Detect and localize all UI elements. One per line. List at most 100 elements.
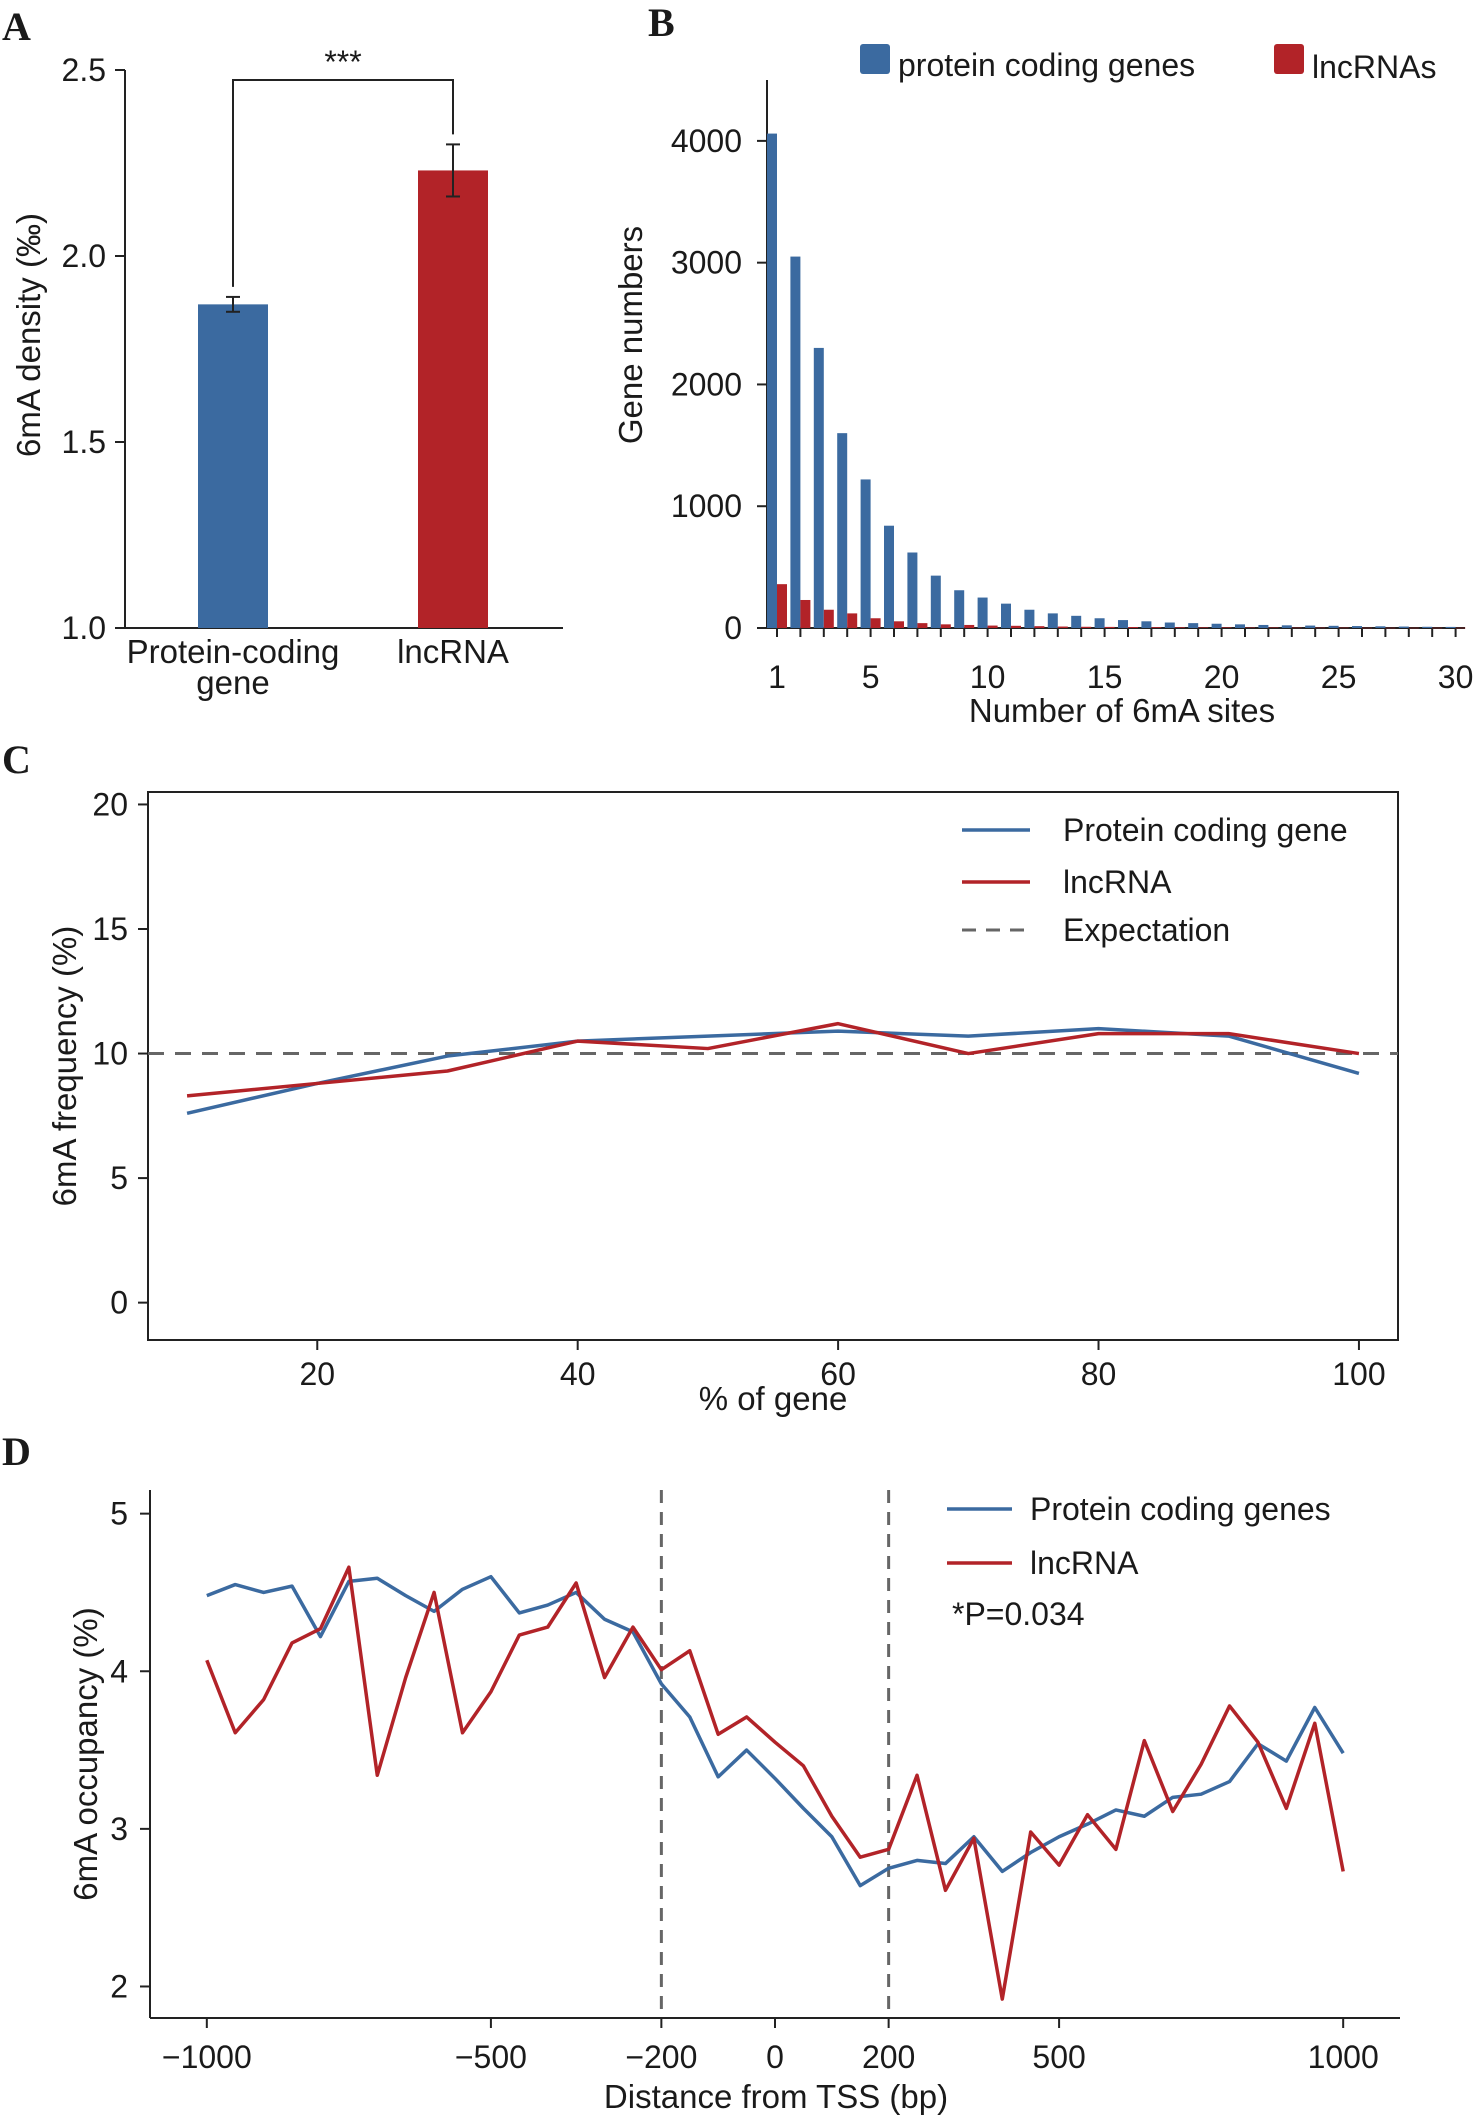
bar-protein-coding [1258,624,1269,628]
bar-protein-coding [1118,620,1128,628]
bar-lncrna [1385,627,1396,629]
bar-protein-coding [813,347,824,628]
bar-protein-coding [977,597,988,628]
panel-d-x-label: Distance from TSS (bp) [604,2078,948,2115]
panel-b-y-ticks: 0 1000 2000 3000 4000 [671,123,767,646]
x-tick-label: 20 [299,1356,335,1392]
bar-protein-coding [860,479,871,628]
y-tick-label: 3000 [671,245,742,281]
bar-protein-coding [1141,621,1152,628]
bar-protein-coding [1001,603,1011,628]
y-tick-label: 0 [724,610,742,646]
panel-d: D 2 3 4 5 −1000 −500 −200 0 200 500 1000 6mA occu… [2,1429,1400,2115]
bar-lncrna [1221,627,1232,628]
legend-label-expectation: Expectation [1063,912,1230,948]
y-tick-label: 1.5 [62,424,106,460]
bar-protein-coding [954,590,965,628]
bar-protein-coding [1188,623,1199,628]
x-tick-label: 30 [1438,659,1474,695]
legend-swatch-protein [860,44,890,74]
x-category-label: Protein-coding [127,633,340,670]
panel-a-letter: A [2,4,31,49]
y-tick-label: 4 [110,1653,128,1689]
legend-label-lncrna: lncRNA [1063,864,1172,900]
panel-b-legend: protein coding genes lncRNAs [860,44,1436,85]
bar-lncrna [800,599,811,628]
bar-lncrna [1315,627,1326,629]
panel-d-letter: D [2,1429,31,1474]
panel-b-x-ticks: 1 5 10 15 20 25 30 [768,628,1473,695]
bar-protein-coding [1094,618,1105,628]
bar-lncrna [1198,627,1209,628]
panel-b-bars [767,133,1466,629]
bar-lncrna [1174,627,1185,628]
x-category-label: gene [196,664,269,701]
bar-lncrna [987,625,998,628]
x-tick-label: 10 [970,659,1006,695]
series-line-lncrna [205,1565,1345,2001]
bar-protein-coding [1328,625,1339,628]
y-tick-label: 2 [110,1968,128,2004]
bar-lncrna [917,623,928,628]
panel-b-letter: B [648,0,675,45]
bar-lncrna [1034,626,1045,628]
y-tick-label: 5 [110,1160,128,1196]
panel-a-bars [198,143,488,628]
panel-a-significance: *** [232,44,454,287]
p-value-annotation: *P=0.034 [952,1596,1085,1632]
series-line-protein-coding-genes [206,1574,1345,1888]
panel-c-y-ticks: 0 5 10 15 20 [92,786,148,1321]
x-category-label: lncRNA [397,633,509,670]
panel-c-legend: Protein coding gene lncRNA Expectation [962,812,1348,948]
bar-lncrna [870,618,881,628]
bar-lncrna [823,609,834,628]
bar-lncrna [964,624,975,628]
panel-d-y-label: 6mA occupancy (%) [67,1607,104,1900]
bar-lncrna [940,624,951,628]
panel-c-y-label: 6mA frequency (%) [46,926,83,1207]
bar-lncrna [418,170,488,628]
bar-protein-coding [1024,609,1035,628]
bar-protein-coding [884,525,894,628]
y-tick-label: 10 [92,1036,128,1072]
bar-protein-coding [1445,626,1456,628]
y-tick-label: 5 [110,1496,128,1532]
bar-protein-coding [1422,626,1433,628]
x-tick-label: 200 [862,2039,915,2075]
panel-d-reference-lines [659,1490,891,2018]
bar-protein-coding [1305,625,1316,628]
bar-protein-coding [790,256,801,628]
x-tick-label: 15 [1087,659,1123,695]
bar-lncrna [1291,627,1302,629]
legend-label-protein: protein coding genes [898,47,1195,83]
bar-lncrna [1362,627,1372,629]
bar-protein-coding [837,433,848,628]
bar-protein-coding [1281,625,1292,628]
panel-b-x-label: Number of 6mA sites [969,692,1275,729]
bar-lncrna [1128,627,1138,628]
bar-lncrna [1408,627,1419,629]
bar-protein-coding [1164,622,1175,628]
panel-c: C 0 5 10 15 20 20 40 60 80 100 6mA frequency (%)… [2,737,1399,1417]
panel-d-legend: Protein coding genes lncRNA *P=0.034 [947,1491,1331,1632]
x-tick-label: 1 [768,659,786,695]
bar-protein-coding [907,552,918,628]
bar-protein-coding [767,133,777,629]
significance-stars: *** [324,44,361,80]
bar-lncrna [1268,627,1279,629]
bar-protein-coding [1398,626,1409,628]
panel-c-x-label: % of gene [699,1380,848,1417]
panel-d-y-ticks: 2 3 4 5 [110,1496,150,2004]
y-tick-label: 1.0 [62,610,106,646]
bar-protein-coding [1071,615,1082,628]
bar-lncrna [1245,627,1255,629]
bar-lncrna [1057,626,1068,628]
bar-lncrna [1432,627,1443,629]
bar-protein-coding-gene [198,304,268,628]
bar-protein-coding [1047,613,1058,628]
bar-lncrna [1081,626,1092,628]
